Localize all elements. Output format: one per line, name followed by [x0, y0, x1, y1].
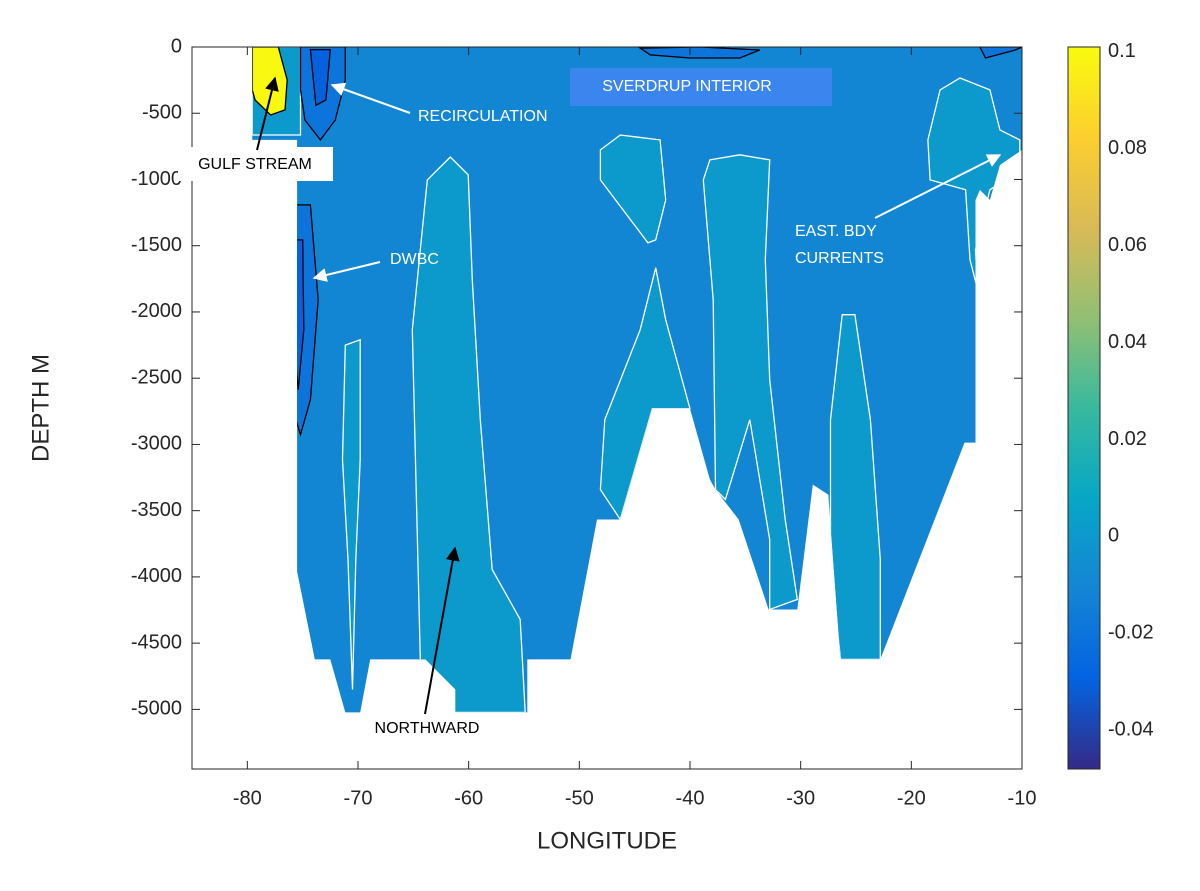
- y-tick-label: -4000: [131, 565, 182, 587]
- contour-region: [638, 47, 760, 59]
- contour-region: [978, 47, 1022, 59]
- y-tick-label: -3500: [131, 499, 182, 521]
- x-tick-label: -70: [344, 787, 373, 809]
- contour-region: [599, 267, 691, 522]
- arrow: [424, 546, 460, 715]
- annotation: NORTHWARD: [375, 720, 480, 737]
- contour-field: [252, 47, 1022, 713]
- colorbar-tick-label: 0.02: [1108, 428, 1147, 450]
- x-tick-label: -30: [786, 787, 815, 809]
- contour-region: [599, 134, 667, 244]
- annotations: SVERDRUP INTERIOR RECIRCULATION GULF STR…: [178, 68, 1002, 742]
- colorbar-tick-label: 0.04: [1108, 331, 1147, 353]
- y-tick-label: 0: [171, 35, 182, 57]
- colorbar-tick-label: 0.06: [1108, 234, 1147, 256]
- label-box: [570, 68, 832, 106]
- arrow: [874, 154, 1002, 219]
- contour-region: [309, 48, 332, 107]
- y-tick-label: -1500: [131, 234, 182, 256]
- annotation: EAST. BDY: [795, 223, 877, 240]
- x-tick-label: -50: [565, 787, 594, 809]
- x-tick-label: -20: [897, 787, 926, 809]
- colorbar: [1067, 46, 1101, 770]
- y-axis-label: DEPTH M: [27, 354, 54, 462]
- x-tick-label: -10: [1008, 787, 1037, 809]
- y-tick-label: -5000: [131, 698, 182, 720]
- x-axis-label: LONGITUDE: [537, 827, 677, 854]
- annotation: SVERDRUP INTERIOR: [602, 78, 772, 95]
- contour-region: [702, 154, 799, 611]
- x-tick-label: -60: [454, 787, 483, 809]
- annotation: DWBC: [390, 251, 439, 268]
- contour-region: [341, 338, 361, 690]
- x-tick-label: -80: [233, 787, 262, 809]
- x-tick-label: -40: [676, 787, 705, 809]
- y-tick-label: -2000: [131, 300, 182, 322]
- y-tick-label: -4500: [131, 631, 182, 653]
- arrow: [330, 82, 411, 114]
- y-tick-label: -1000: [131, 168, 182, 190]
- arrow: [312, 261, 381, 282]
- y-tick-label: -3000: [131, 433, 182, 455]
- y-tick-label: -500: [142, 102, 182, 124]
- axes: -80 -70 -60 -50 -40 -30 -20 -10 0 -500 -1000 -1500 -…: [131, 35, 1154, 809]
- y-tick-label: -2500: [131, 366, 182, 388]
- colorbar-tick-label: 0: [1108, 525, 1119, 547]
- annotation: GULF STREAM: [198, 156, 312, 173]
- arrow: [256, 76, 279, 151]
- colorbar-tick-label: -0.04: [1108, 719, 1154, 741]
- contour-region: [411, 156, 526, 713]
- colorbar-tick-label: -0.02: [1108, 622, 1154, 644]
- annotation: CURRENTS: [795, 250, 884, 267]
- label-box: [355, 714, 500, 742]
- contour-region: [829, 314, 881, 661]
- colorbar-tick-label: 0.1: [1108, 40, 1136, 62]
- annotation: RECIRCULATION: [418, 108, 548, 125]
- label-box: [178, 147, 333, 181]
- colorbar-tick-label: 0.08: [1108, 137, 1147, 159]
- axes-box: [191, 46, 1023, 770]
